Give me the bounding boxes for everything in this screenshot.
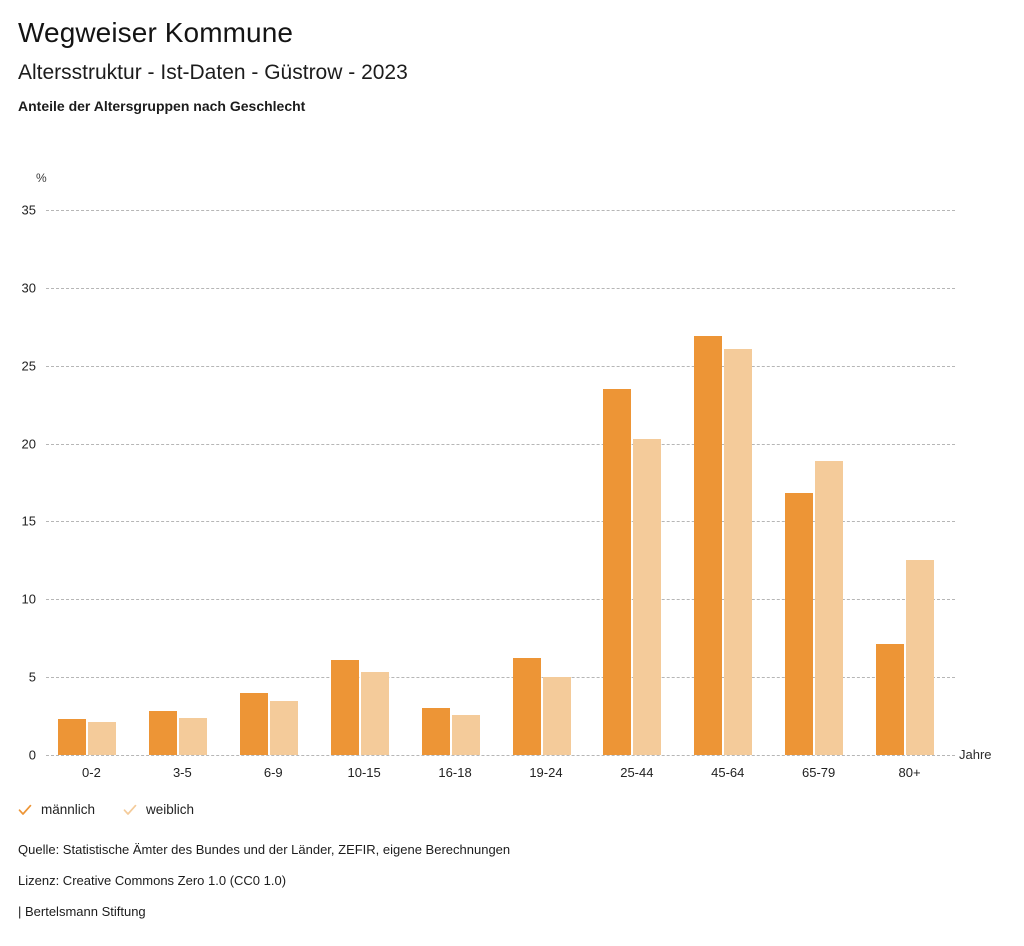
x-axis-tick-labels: 0-2 3-5 6-9 10-15 16-18 19-24 25-44 45-64 65-79 8… xyxy=(46,765,955,787)
bar-group xyxy=(410,210,501,755)
bar-weiblich-0-2[interactable] xyxy=(88,722,116,755)
bar-weiblich-45-64[interactable] xyxy=(724,348,753,755)
x-axis-tick-6-9: 6-9 xyxy=(263,765,283,780)
x-axis-unit-label: Jahre xyxy=(959,747,992,762)
y-axis-tick-15: 15 xyxy=(21,513,36,529)
bar-group xyxy=(501,210,592,755)
bar-weiblich-3-5[interactable] xyxy=(178,717,207,755)
y-axis-tick-labels: 0 5 10 15 20 25 30 35 xyxy=(0,0,46,946)
bar-weiblich-25-44[interactable] xyxy=(633,438,662,755)
y-axis-tick-0: 0 xyxy=(28,747,36,763)
bar-group xyxy=(591,210,682,755)
bar-männlich-65-79[interactable] xyxy=(785,493,814,755)
footer: Quelle: Statistische Ämter des Bundes un… xyxy=(18,843,838,918)
gridline-20 xyxy=(46,443,955,445)
bar-group xyxy=(46,210,137,755)
y-axis-tick-35: 35 xyxy=(21,202,36,218)
x-axis-tick-65-79: 65-79 xyxy=(802,765,836,780)
y-axis-tick-30: 30 xyxy=(21,280,36,296)
header-block: Wegweiser Kommune Altersstruktur - Ist-D… xyxy=(0,0,1024,114)
y-axis-tick-10: 10 xyxy=(21,591,36,607)
y-axis-tick-20: 20 xyxy=(21,436,36,452)
x-axis-tick-80+: 80+ xyxy=(898,765,921,780)
gridline-25 xyxy=(46,365,955,367)
x-axis-tick-16-18: 16-18 xyxy=(438,765,472,780)
gridline-15 xyxy=(46,521,955,523)
chart-subtitle: Anteile der Altersgruppen nach Geschlech… xyxy=(18,97,306,114)
bar-weiblich-10-15[interactable] xyxy=(360,672,389,755)
gridline-30 xyxy=(46,287,955,289)
x-axis-tick-3-5: 3-5 xyxy=(172,765,192,780)
bar-männlich-80+[interactable] xyxy=(876,644,905,755)
x-axis-tick-10-15: 10-15 xyxy=(347,765,381,780)
gridline-5 xyxy=(46,677,955,679)
chart-title: Altersstruktur - Ist-Daten - Güstrow - 2… xyxy=(18,60,408,84)
bar-group xyxy=(682,210,773,755)
bar-group xyxy=(773,210,864,755)
gridline-35 xyxy=(46,210,955,211)
bar-weiblich-16-18[interactable] xyxy=(451,714,480,755)
bar-weiblich-80+[interactable] xyxy=(906,560,935,755)
x-axis-tick-45-64: 45-64 xyxy=(711,765,745,780)
legend-item-weiblich[interactable]: weiblich xyxy=(123,802,194,817)
y-axis-unit-label: % xyxy=(36,171,47,185)
bar-group xyxy=(137,210,228,755)
bar-männlich-16-18[interactable] xyxy=(421,708,450,755)
legend-item-männlich[interactable]: männlich xyxy=(18,802,95,817)
y-axis-tick-5: 5 xyxy=(28,669,36,685)
bar-männlich-6-9[interactable] xyxy=(239,692,268,755)
plot-area xyxy=(46,210,955,755)
bar-weiblich-19-24[interactable] xyxy=(542,677,571,755)
bar-männlich-25-44[interactable] xyxy=(603,389,632,755)
bar-männlich-3-5[interactable] xyxy=(148,711,177,755)
x-axis-tick-19-24: 19-24 xyxy=(529,765,563,780)
bars-layer xyxy=(46,210,955,755)
y-axis-tick-25: 25 xyxy=(21,358,36,374)
gridline-10 xyxy=(46,599,955,601)
bar-group xyxy=(228,210,319,755)
bar-weiblich-6-9[interactable] xyxy=(269,700,298,755)
footer-publisher: | Bertelsmann Stiftung xyxy=(18,904,146,919)
bar-männlich-45-64[interactable] xyxy=(694,336,723,755)
bar-group xyxy=(319,210,410,755)
bar-männlich-19-24[interactable] xyxy=(512,658,541,755)
x-axis-tick-25-44: 25-44 xyxy=(620,765,654,780)
bar-weiblich-65-79[interactable] xyxy=(815,460,844,755)
chart-legend: männlich weiblich xyxy=(18,802,194,817)
bar-männlich-10-15[interactable] xyxy=(330,660,359,755)
check-icon xyxy=(18,803,32,817)
footer-source: Quelle: Statistische Ämter des Bundes un… xyxy=(18,842,511,857)
footer-license: Lizenz: Creative Commons Zero 1.0 (CC0 1… xyxy=(18,873,287,888)
legend-label: männlich xyxy=(41,802,96,817)
chart-area: % 0 5 10 15 20 25 30 35 Jahre 0-2 3-5 6-9 10-15 16-… xyxy=(22,171,992,787)
x-axis-baseline xyxy=(46,755,955,756)
bar-männlich-0-2[interactable] xyxy=(58,719,86,755)
page-title: Wegweiser Kommune xyxy=(18,17,294,48)
legend-label: weiblich xyxy=(146,802,195,817)
check-icon xyxy=(123,803,137,817)
bar-group xyxy=(864,210,955,755)
x-axis-tick-0-2: 0-2 xyxy=(82,765,101,780)
